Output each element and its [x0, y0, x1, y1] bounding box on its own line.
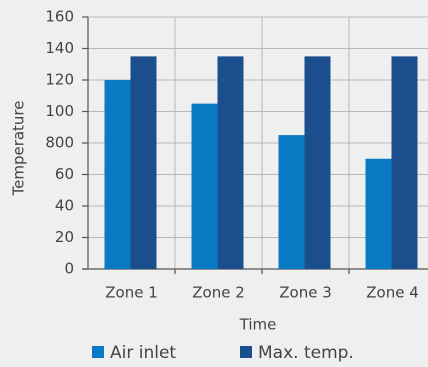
x-tick-label: Zone 1 [105, 284, 158, 302]
y-tick-label: 0 [64, 260, 74, 278]
x-tick-label: Zone 2 [192, 284, 245, 302]
legend-label: Air inlet [110, 343, 176, 363]
x-axis-label: Time [239, 316, 277, 334]
x-tick-label: Zone 3 [279, 284, 332, 302]
y-tick-label: 100 [45, 102, 74, 120]
bar [191, 103, 218, 269]
x-tick-label: Zone 4 [366, 284, 419, 302]
y-tick-label: 160 [45, 8, 74, 26]
y-tick-label: 120 [45, 71, 74, 89]
y-tick-label: 20 [55, 228, 74, 246]
y-axis-label: Temperature [10, 100, 28, 196]
bar [217, 56, 244, 269]
bar [304, 56, 331, 269]
legend-label: Max. temp. [258, 343, 354, 363]
y-tick-label: 60 [55, 165, 74, 183]
bar [391, 56, 418, 269]
legend-swatch [92, 346, 104, 358]
bar [365, 158, 392, 269]
y-tick-label: 40 [55, 197, 74, 215]
legend-swatch [240, 346, 252, 358]
y-tick-label: 800 [45, 134, 74, 152]
y-tick-label: 140 [45, 39, 74, 57]
bar [130, 56, 157, 269]
bar [104, 80, 131, 269]
bar [278, 135, 305, 269]
